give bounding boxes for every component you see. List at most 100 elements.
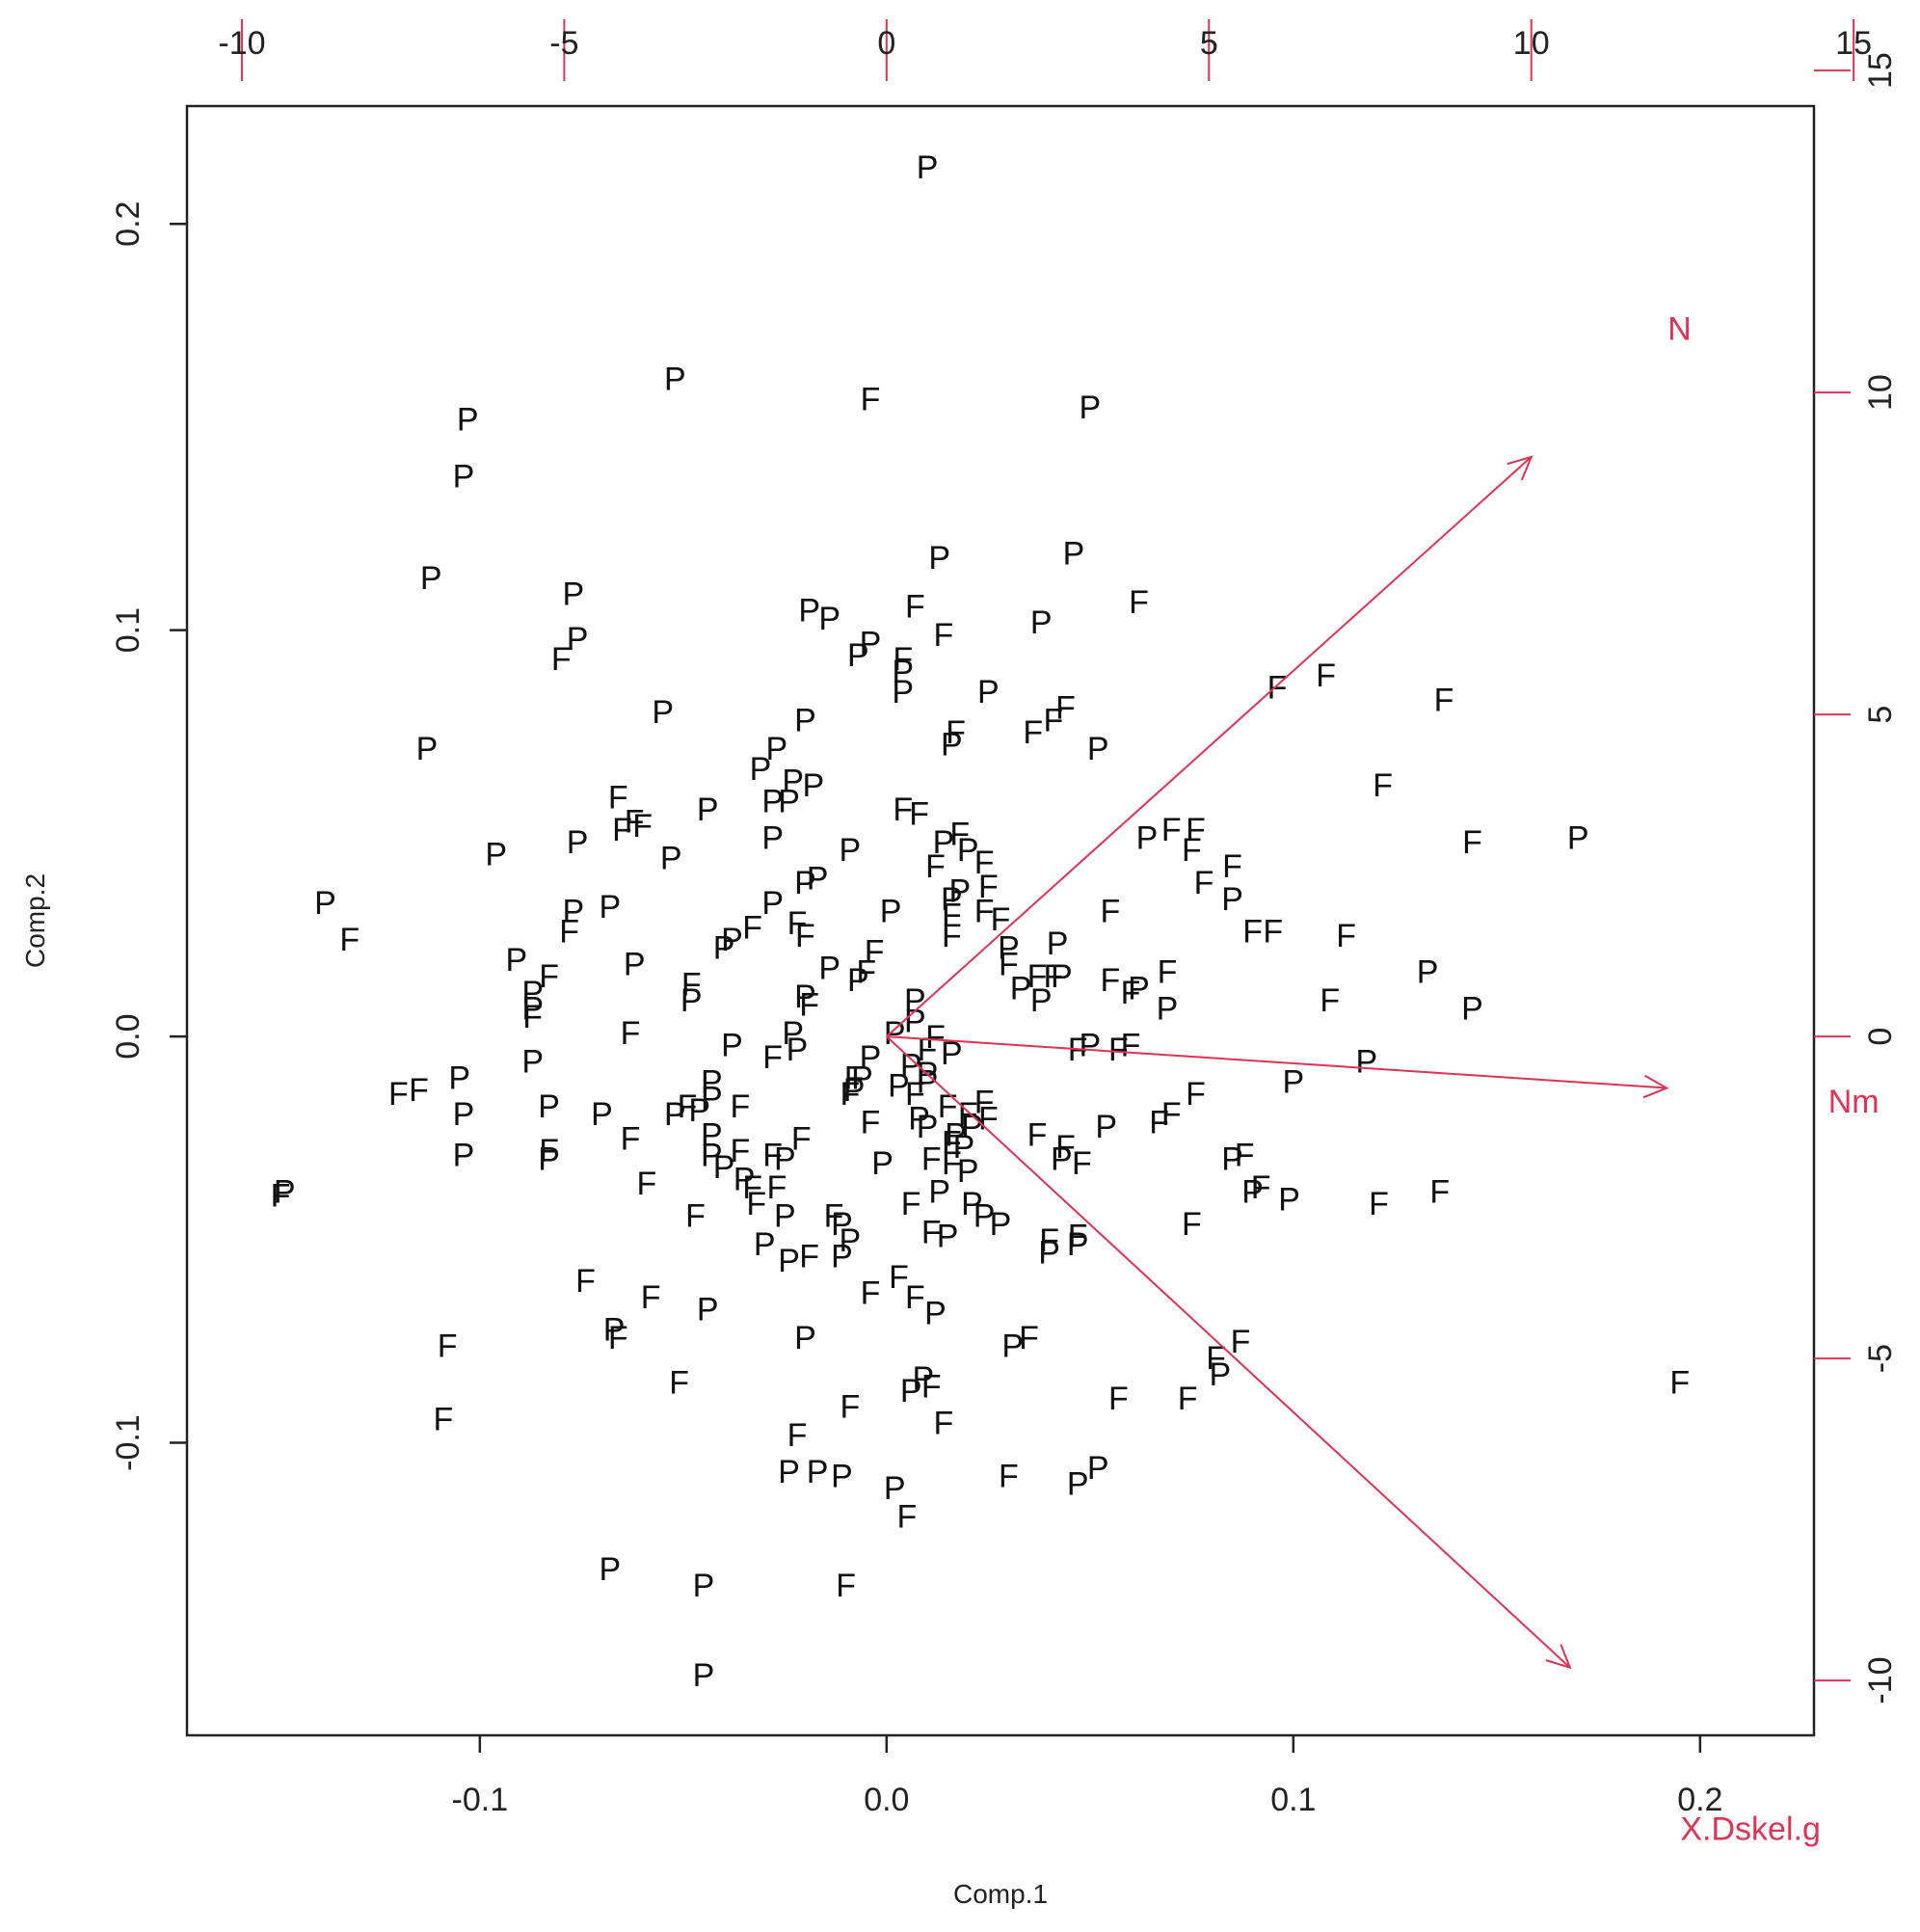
score-point: P — [892, 674, 914, 711]
score-point: F — [625, 804, 645, 841]
y-tick-label: 0.0 — [110, 1013, 147, 1059]
score-point: F — [942, 1145, 962, 1182]
score-point: F — [893, 641, 913, 678]
score-point: P — [591, 1096, 613, 1133]
left-axis: -0.1 0.0 0.1 0.2 — [110, 201, 187, 1471]
score-point: F — [865, 934, 885, 971]
score-point: P — [948, 872, 971, 909]
score-point: P — [794, 865, 816, 901]
plot-frame — [185, 104, 1816, 1737]
score-point: P — [782, 1015, 804, 1052]
score-point: P — [774, 1141, 796, 1178]
score-point: P — [778, 1243, 800, 1279]
score-point: F — [905, 1279, 925, 1316]
score-point: P — [563, 577, 585, 613]
score-point: F — [974, 845, 995, 881]
score-point: F — [958, 1096, 978, 1133]
score-point: F — [921, 1369, 942, 1406]
score-point: P — [831, 1206, 853, 1243]
score-point: P — [485, 836, 507, 872]
score-point: P — [761, 784, 784, 820]
score-point: F — [893, 792, 913, 828]
score-point: P — [1067, 1466, 1089, 1503]
score-point: P — [973, 1198, 996, 1235]
score-point: P — [884, 1015, 906, 1052]
score-point: P — [953, 1129, 975, 1166]
score-point: F — [731, 1088, 751, 1125]
score-point: F — [1206, 1340, 1226, 1377]
score-point: F — [999, 1458, 1019, 1494]
score-point: P — [274, 1173, 296, 1210]
score-point: F — [632, 808, 653, 845]
score-point: P — [697, 1291, 719, 1328]
score-point: F — [909, 795, 929, 832]
score-point: F — [1669, 1364, 1690, 1401]
score-point: P — [1221, 1141, 1243, 1178]
score-point: F — [942, 918, 962, 954]
score-point: P — [818, 601, 840, 637]
right-tick-label: -10 — [1862, 1657, 1899, 1704]
top-tick-label: -10 — [218, 25, 265, 62]
score-point: P — [701, 1063, 723, 1100]
y-axis-title: Comp.2 — [20, 873, 50, 968]
score-point: F — [921, 1214, 942, 1250]
right-axis: -10 -5 0 5 10 15 — [1814, 52, 1899, 1704]
top-tick-label: 0 — [877, 25, 895, 62]
score-point: P — [961, 1186, 983, 1222]
score-point: P — [567, 824, 589, 861]
score-point: P — [766, 731, 788, 767]
score-point: F — [746, 1186, 766, 1222]
score-point: F — [1320, 982, 1340, 1019]
right-tick-label: 5 — [1862, 706, 1899, 724]
score-point: P — [701, 1137, 723, 1173]
x-tick-label: -0.1 — [452, 1782, 509, 1818]
score-point: P — [1030, 604, 1053, 641]
score-point: P — [1221, 881, 1243, 918]
score-point: P — [860, 1039, 882, 1076]
score-point: P — [871, 1145, 893, 1182]
right-tick-label: 15 — [1862, 52, 1899, 89]
score-point: F — [999, 946, 1019, 982]
score-point: F — [1121, 1028, 1141, 1064]
score-point: P — [912, 1360, 934, 1397]
score-point: P — [860, 625, 882, 661]
score-point: F — [1186, 812, 1206, 848]
score-point: P — [680, 982, 703, 1019]
score-point: P — [1010, 971, 1032, 1007]
loading-arrow-shaft — [886, 456, 1533, 1037]
score-point: F — [1251, 1169, 1271, 1206]
score-point: F — [1369, 1186, 1389, 1222]
score-point: F — [934, 1405, 954, 1441]
score-point: P — [453, 1137, 475, 1173]
score-point: F — [731, 1133, 751, 1169]
score-point: P — [1128, 971, 1150, 1007]
score-point: P — [453, 459, 475, 496]
score-point: F — [1121, 975, 1141, 1011]
score-point: P — [688, 1092, 710, 1129]
score-point: P — [904, 1003, 926, 1039]
score-point: F — [1072, 1145, 1092, 1182]
score-point: P — [957, 832, 979, 869]
score-point: F — [1434, 682, 1454, 718]
score-point: P — [847, 962, 869, 999]
score-point: F — [1039, 1222, 1059, 1259]
score-point: P — [900, 1373, 922, 1409]
score-point: F — [409, 1072, 429, 1109]
score-point: F — [824, 1198, 844, 1235]
bottom-axis: -0.1 0.0 0.1 0.2 — [452, 1735, 1722, 1818]
score-point: F — [621, 1015, 641, 1052]
loading-label: Nm — [1828, 1084, 1880, 1120]
score-point: P — [884, 1470, 906, 1507]
score-point: P — [803, 767, 825, 804]
score-point: F — [1182, 1206, 1202, 1243]
score-point: F — [551, 641, 572, 678]
score-point: P — [600, 889, 622, 926]
score-point: F — [612, 812, 632, 848]
score-point: F — [949, 816, 970, 852]
score-point: P — [420, 560, 442, 597]
score-point: P — [1051, 1141, 1073, 1178]
score-point: P — [1079, 1028, 1101, 1064]
top-tick-label: 10 — [1513, 25, 1550, 62]
score-point: F — [897, 1498, 918, 1535]
score-point: F — [787, 905, 808, 942]
